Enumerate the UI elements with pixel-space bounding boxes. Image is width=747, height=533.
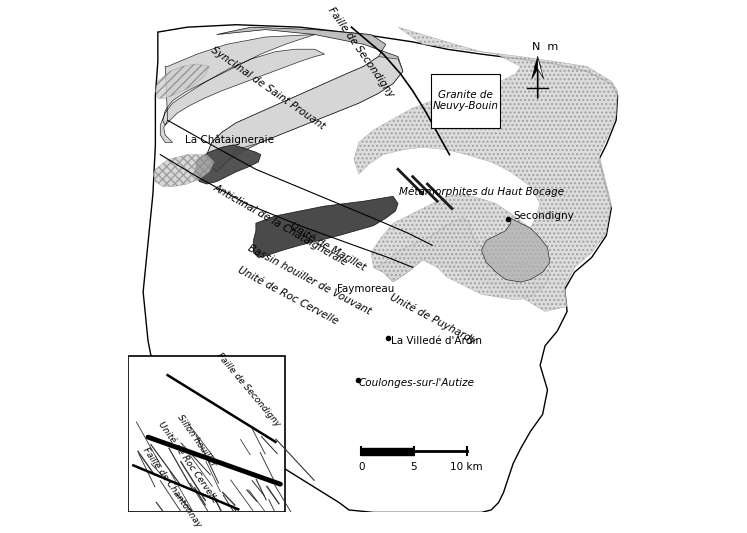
Text: Bassin houiller de Vouvant: Bassin houiller de Vouvant [247, 244, 373, 317]
Text: Unité de Puyhardy: Unité de Puyhardy [388, 292, 478, 346]
Polygon shape [161, 35, 324, 142]
Text: Anticlinal de la Châtaigneraie: Anticlinal de la Châtaigneraie [211, 182, 350, 268]
Text: 10 km: 10 km [450, 462, 483, 472]
Text: Métamorphites du Haut Bocage: Métamorphites du Haut Bocage [399, 186, 564, 197]
Polygon shape [195, 145, 261, 184]
Text: Coulonges-sur-l'Autize: Coulonges-sur-l'Autize [359, 377, 475, 387]
Polygon shape [153, 155, 214, 187]
Text: Unité de Marillet: Unité de Marillet [288, 221, 367, 273]
Polygon shape [143, 25, 618, 512]
Text: Faille de Chantonnay: Faille de Chantonnay [141, 446, 203, 529]
Text: Faille de Secondigny: Faille de Secondigny [214, 351, 282, 429]
Text: N  m: N m [532, 42, 558, 52]
Text: Granite de
Neuvy-Bouin: Granite de Neuvy-Bouin [433, 90, 499, 111]
Polygon shape [253, 196, 398, 257]
Text: Sillon houiller: Sillon houiller [176, 413, 218, 468]
Text: Unité de Roc Cervelle: Unité de Roc Cervelle [236, 265, 340, 327]
Polygon shape [155, 64, 209, 98]
Polygon shape [532, 56, 538, 79]
Polygon shape [354, 27, 618, 311]
Bar [128, 356, 285, 512]
Text: Secondigny: Secondigny [513, 211, 574, 221]
FancyBboxPatch shape [431, 74, 500, 128]
Polygon shape [207, 56, 403, 172]
Polygon shape [481, 219, 550, 282]
Text: Synclinal de Saint Prouant: Synclinal de Saint Prouant [209, 45, 327, 132]
Text: Faymoreau: Faymoreau [337, 285, 394, 294]
Polygon shape [434, 76, 498, 125]
Polygon shape [374, 219, 550, 299]
Polygon shape [207, 27, 403, 172]
Text: 5: 5 [410, 462, 417, 472]
Text: La Châtaigneraie: La Châtaigneraie [185, 135, 274, 145]
Polygon shape [538, 56, 544, 79]
Text: La Villedé d'Ardin: La Villedé d'Ardin [391, 336, 482, 346]
Text: 0: 0 [358, 462, 365, 472]
Text: Unité de Roc Cervelle: Unité de Roc Cervelle [157, 420, 220, 505]
Text: Faille de Secondigny: Faille de Secondigny [326, 5, 396, 99]
